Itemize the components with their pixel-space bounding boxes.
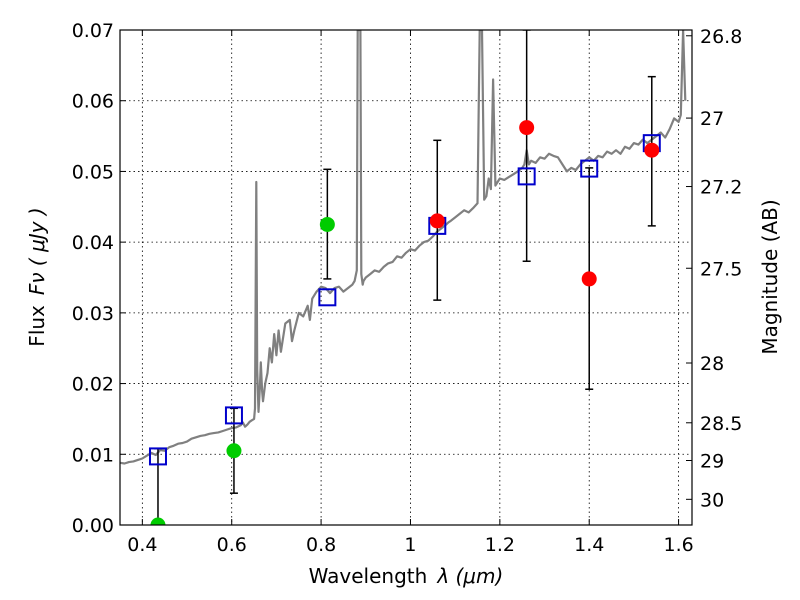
- model-point: [148, 447, 167, 466]
- y-tick-label: 0.02: [72, 374, 114, 396]
- y2-axis: 26.8 27 27.2 27.5 28 28.5 29 30: [686, 26, 742, 511]
- observed-point: [150, 517, 166, 525]
- x-tick-label: 1.4: [574, 534, 604, 556]
- model-point: [517, 167, 536, 186]
- y-tick-label: 0.01: [72, 444, 114, 466]
- observed-point: [319, 216, 335, 232]
- y2-tick-label: 29: [700, 451, 724, 473]
- x-axis: 0.4 0.6 0.8 1 1.2 1.4 1.6: [127, 30, 694, 556]
- gridlines: [120, 30, 692, 525]
- x-tick-label: 0.8: [306, 534, 336, 556]
- y-axis-label: FluxFν ( μJy ): [25, 207, 49, 346]
- spectrum-layer: [120, 30, 687, 465]
- observed-point: [226, 443, 242, 459]
- y-tick-label: 0.07: [72, 20, 114, 42]
- x-tick-label: 1.2: [485, 534, 515, 556]
- x-tick-label: 1.6: [663, 534, 693, 556]
- model-point: [224, 406, 243, 425]
- y-tick-label: 0.03: [72, 303, 114, 325]
- observed-point: [644, 142, 660, 158]
- y2-tick-label: 27.5: [700, 258, 742, 280]
- y-tick-label: 0.06: [72, 91, 114, 113]
- observed-point: [519, 120, 535, 136]
- y2-tick-label: 27: [700, 108, 724, 130]
- y-tick-label: 0.04: [72, 232, 114, 254]
- y2-tick-label: 26.8: [700, 26, 742, 48]
- y2-axis-label: Magnitude (AB): [758, 199, 782, 354]
- observed-point: [581, 271, 597, 287]
- y2-tick-label: 30: [700, 489, 724, 511]
- model-spectrum-line: [120, 30, 687, 465]
- x-tick-label: 0.4: [127, 534, 157, 556]
- y-tick-label: 0.05: [72, 161, 114, 183]
- x-tick-label: 1: [404, 534, 416, 556]
- y2-tick-label: 27.2: [700, 177, 742, 199]
- marker-layer: [148, 30, 661, 525]
- model-point: [580, 159, 599, 178]
- x-axis-label: Wavelength λ (μm): [309, 564, 504, 588]
- y-axis: 0.00 0.01 0.02 0.03 0.04 0.05 0.06 0.07: [72, 20, 126, 537]
- observed-point: [429, 213, 445, 229]
- model-point: [318, 288, 337, 307]
- x-tick-label: 0.6: [217, 534, 247, 556]
- y2-tick-label: 28.5: [700, 413, 742, 435]
- y-tick-label: 0.00: [72, 515, 114, 537]
- y2-tick-label: 28: [700, 353, 724, 375]
- plot-frame: [119, 29, 693, 526]
